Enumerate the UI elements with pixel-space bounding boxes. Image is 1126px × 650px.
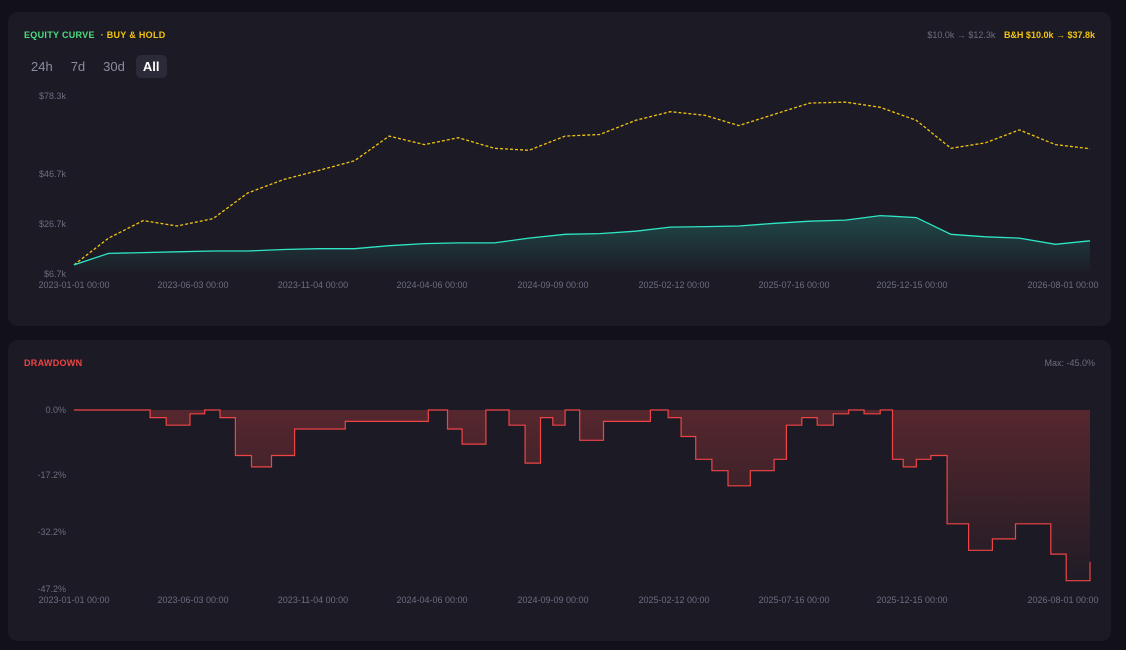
drawdown-y-tick: 0.0% (45, 405, 66, 415)
tab-30d[interactable]: 30d (103, 59, 125, 74)
equity-x-tick: 2023-06-03 00:00 (157, 280, 228, 290)
equity-x-tick: 2026-08-01 00:00 (1027, 280, 1098, 290)
drawdown-x-tick: 2023-11-04 00:00 (278, 595, 348, 605)
timeframe-tabs: 24h 7d 30d All (24, 55, 167, 78)
equity-y-tick: $26.7k (39, 219, 67, 229)
drawdown-x-tick: 2023-06-03 00:00 (157, 595, 228, 605)
drawdown-y-tick: -32.2% (37, 527, 66, 537)
equity-area-fill (74, 215, 1090, 274)
drawdown-panel: DRAWDOWN Max: -45.0% 0.0% -17.2% -32.2% -47… (8, 340, 1111, 641)
drawdown-x-tick: 2025-12-15 00:00 (876, 595, 947, 605)
drawdown-title: DRAWDOWN (24, 358, 83, 368)
equity-x-tick: 2024-04-06 00:00 (396, 280, 467, 290)
equity-curve-panel: EQUITY CURVE · BUY & HOLD $10.0k → $12.3… (8, 12, 1111, 326)
equity-title-buy-hold: · BUY & HOLD (100, 30, 166, 40)
equity-x-tick: 2024-09-09 00:00 (517, 280, 588, 290)
equity-y-tick: $6.7k (44, 269, 67, 279)
drawdown-max: Max: -45.0% (1044, 358, 1095, 368)
equity-y-tick: $78.3k (39, 91, 67, 101)
drawdown-area-fill (74, 410, 1090, 581)
equity-x-tick: 2023-11-04 00:00 (278, 280, 348, 290)
drawdown-x-tick: 2024-09-09 00:00 (517, 595, 588, 605)
drawdown-line (74, 409, 1091, 582)
drawdown-y-tick: -47.2% (37, 584, 66, 594)
equity-x-tick: 2023-01-01 00:00 (38, 280, 109, 290)
drawdown-x-tick: 2025-02-12 00:00 (638, 595, 709, 605)
equity-curve-line (73, 214, 1091, 266)
drawdown-y-tick: -17.2% (37, 470, 66, 480)
tab-all[interactable]: All (135, 55, 167, 78)
tab-24h[interactable]: 24h (31, 59, 53, 74)
drawdown-x-tick: 2026-08-01 00:00 (1027, 595, 1098, 605)
drawdown-x-tick: 2025-07-16 00:00 (758, 595, 829, 605)
equity-title-strategy: EQUITY CURVE (24, 30, 95, 40)
drawdown-chart: 0.0% -17.2% -32.2% -47.2%2023-01-01 00:00 20… (37, 405, 1098, 605)
drawdown-x-tick: 2024-04-06 00:00 (396, 595, 467, 605)
buy-hold-summary: B&H $10.0k → $37.8k (1003, 30, 1095, 40)
tab-7d[interactable]: 7d (70, 59, 86, 74)
equity-summary: $10.0k → $12.3k B&H $10.0k → $37.8k (927, 30, 1095, 40)
equity-x-tick: 2025-12-15 00:00 (876, 280, 947, 290)
buy-hold-line (73, 101, 1091, 266)
drawdown-x-tick: 2023-01-01 00:00 (38, 595, 109, 605)
equity-y-tick: $46.7k (39, 169, 67, 179)
equity-x-tick: 2025-02-12 00:00 (638, 280, 709, 290)
strategy-summary: $10.0k → $12.3k (927, 30, 996, 40)
equity-chart-title: EQUITY CURVE · BUY & HOLD (24, 30, 166, 40)
equity-x-tick: 2025-07-16 00:00 (758, 280, 829, 290)
